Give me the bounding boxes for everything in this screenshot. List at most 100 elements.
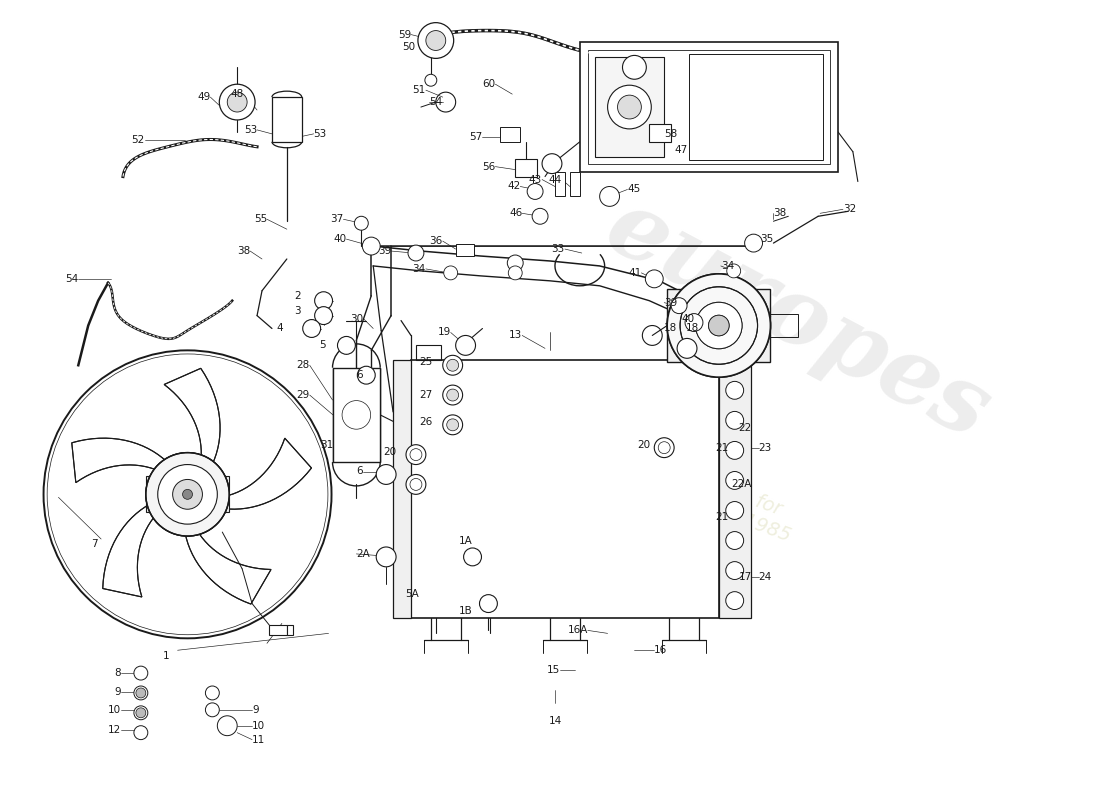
Text: 1: 1 [163,651,169,662]
Bar [718,360,750,618]
Bar [411,360,718,618]
Circle shape [671,298,688,314]
Bar [668,290,770,362]
Text: 17: 17 [739,572,752,582]
Text: 13: 13 [509,330,522,341]
Circle shape [542,154,562,174]
Text: a passion for
excellence 1985: a passion for excellence 1985 [637,453,801,546]
Text: 20: 20 [637,440,650,450]
Circle shape [136,688,146,698]
Circle shape [206,703,219,717]
Text: 30: 30 [350,314,363,323]
Bar [287,626,293,635]
Text: 10: 10 [252,721,265,730]
Circle shape [726,531,744,550]
Circle shape [480,594,497,613]
Bar [416,346,441,360]
Polygon shape [164,368,220,479]
Bar [556,171,565,197]
Text: 26: 26 [419,417,432,427]
Circle shape [607,86,651,129]
Circle shape [507,255,524,271]
Text: 34: 34 [412,264,426,274]
Circle shape [726,562,744,579]
Circle shape [726,382,744,399]
Text: 48: 48 [231,89,244,99]
Text: 14: 14 [548,716,562,726]
Circle shape [447,389,459,401]
Circle shape [408,245,424,261]
Circle shape [354,216,368,230]
Circle shape [532,208,548,224]
Text: 2A: 2A [356,549,370,559]
Polygon shape [72,438,178,482]
Circle shape [726,502,744,519]
Text: 43: 43 [529,174,542,185]
Circle shape [358,366,375,384]
Text: 39: 39 [378,246,392,256]
Text: 20: 20 [383,446,396,457]
Circle shape [745,234,762,252]
Text: 54: 54 [429,97,442,107]
Circle shape [463,548,482,566]
Text: 44: 44 [549,174,562,185]
Text: 38: 38 [773,208,786,218]
Circle shape [157,465,218,524]
Circle shape [708,315,729,336]
Text: 32: 32 [843,204,856,214]
Circle shape [623,55,647,79]
Circle shape [315,306,332,325]
Text: 3: 3 [294,306,300,316]
Text: 58: 58 [664,129,678,139]
Circle shape [406,474,426,494]
Text: 9: 9 [252,705,258,715]
Circle shape [376,547,396,567]
Text: 49: 49 [197,92,210,102]
Text: 18: 18 [664,323,678,334]
Text: 60: 60 [482,79,495,90]
Bar [515,158,537,177]
Text: 6: 6 [356,370,363,380]
Bar [580,42,838,171]
Text: 25: 25 [419,358,432,367]
Text: 1B: 1B [459,606,472,615]
Polygon shape [184,516,271,604]
Circle shape [447,419,459,430]
Text: 52: 52 [132,135,145,145]
Text: 5A: 5A [405,589,419,598]
Text: 27: 27 [419,390,432,400]
Bar [270,626,287,635]
Circle shape [508,266,522,280]
Circle shape [708,315,729,336]
Circle shape [442,385,463,405]
Text: 37: 37 [330,214,343,224]
Circle shape [727,264,740,278]
Text: 53: 53 [314,129,327,139]
Circle shape [678,338,697,358]
Circle shape [654,438,674,458]
Circle shape [134,686,147,700]
Bar [146,477,229,512]
Bar [587,50,830,164]
Circle shape [695,302,743,349]
Bar [272,97,301,142]
Bar [500,127,520,142]
Circle shape [426,30,446,50]
Circle shape [134,666,147,680]
Text: 45: 45 [627,185,640,194]
Circle shape [376,465,396,485]
Circle shape [136,708,146,718]
Circle shape [668,274,770,377]
Text: europes: europes [591,182,1005,459]
Text: 5: 5 [320,340,327,350]
Text: 19: 19 [438,327,451,338]
Bar [332,368,381,462]
Circle shape [183,490,192,499]
Circle shape [134,726,147,740]
Bar [455,244,473,256]
Circle shape [527,183,543,199]
Text: 11: 11 [252,734,265,745]
Text: 21: 21 [715,512,728,522]
Circle shape [617,95,641,119]
Text: 31: 31 [320,440,333,450]
